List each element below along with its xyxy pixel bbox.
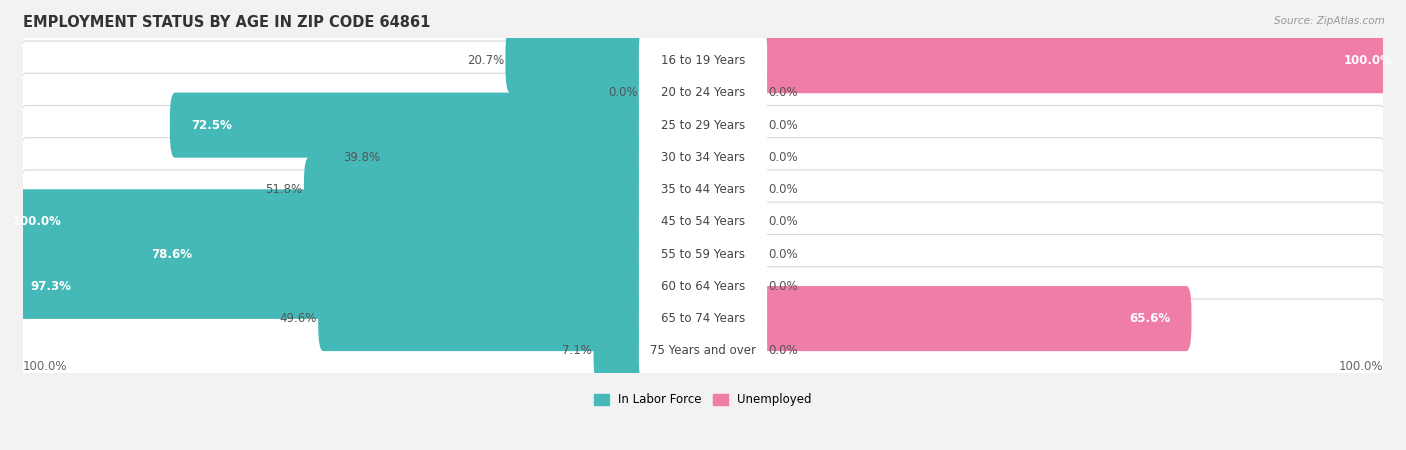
Text: 35 to 44 Years: 35 to 44 Years (661, 183, 745, 196)
Text: 0.0%: 0.0% (768, 248, 797, 261)
Text: 30 to 34 Years: 30 to 34 Years (661, 151, 745, 164)
FancyBboxPatch shape (18, 41, 1388, 145)
Text: 20.7%: 20.7% (467, 54, 505, 67)
FancyBboxPatch shape (18, 202, 1388, 306)
FancyBboxPatch shape (18, 234, 1388, 338)
FancyBboxPatch shape (18, 299, 1388, 403)
FancyBboxPatch shape (170, 93, 650, 158)
FancyBboxPatch shape (131, 221, 650, 287)
FancyBboxPatch shape (638, 249, 768, 324)
FancyBboxPatch shape (0, 189, 650, 254)
Text: 16 to 19 Years: 16 to 19 Years (661, 54, 745, 67)
FancyBboxPatch shape (638, 153, 768, 227)
Text: 0.0%: 0.0% (768, 119, 797, 132)
Legend: In Labor Force, Unemployed: In Labor Force, Unemployed (589, 389, 817, 411)
FancyBboxPatch shape (18, 105, 1388, 209)
FancyBboxPatch shape (638, 282, 768, 356)
FancyBboxPatch shape (756, 286, 1191, 351)
Text: 60 to 64 Years: 60 to 64 Years (661, 280, 745, 293)
Text: 0.0%: 0.0% (768, 280, 797, 293)
FancyBboxPatch shape (318, 286, 650, 351)
Text: 72.5%: 72.5% (191, 119, 232, 132)
FancyBboxPatch shape (638, 23, 768, 98)
Text: 0.0%: 0.0% (768, 183, 797, 196)
FancyBboxPatch shape (18, 9, 1388, 112)
Text: 0.0%: 0.0% (768, 86, 797, 99)
Text: EMPLOYMENT STATUS BY AGE IN ZIP CODE 64861: EMPLOYMENT STATUS BY AGE IN ZIP CODE 648… (22, 15, 430, 30)
FancyBboxPatch shape (638, 217, 768, 291)
Text: 100.0%: 100.0% (1344, 54, 1393, 67)
FancyBboxPatch shape (505, 28, 650, 93)
Text: Source: ZipAtlas.com: Source: ZipAtlas.com (1274, 16, 1385, 26)
Text: 39.8%: 39.8% (343, 151, 381, 164)
FancyBboxPatch shape (638, 56, 768, 130)
Text: 65 to 74 Years: 65 to 74 Years (661, 312, 745, 325)
FancyBboxPatch shape (638, 88, 768, 162)
Text: 0.0%: 0.0% (609, 86, 638, 99)
Text: 100.0%: 100.0% (13, 216, 62, 228)
Text: 0.0%: 0.0% (768, 344, 797, 357)
Text: 97.3%: 97.3% (31, 280, 72, 293)
FancyBboxPatch shape (18, 73, 1388, 177)
Text: 49.6%: 49.6% (280, 312, 316, 325)
FancyBboxPatch shape (381, 125, 650, 190)
FancyBboxPatch shape (10, 254, 650, 319)
Text: 25 to 29 Years: 25 to 29 Years (661, 119, 745, 132)
FancyBboxPatch shape (638, 120, 768, 194)
Text: 0.0%: 0.0% (768, 151, 797, 164)
FancyBboxPatch shape (593, 318, 650, 383)
Text: 75 Years and over: 75 Years and over (650, 344, 756, 357)
Text: 51.8%: 51.8% (266, 183, 302, 196)
Text: 7.1%: 7.1% (562, 344, 592, 357)
Text: 100.0%: 100.0% (22, 360, 67, 373)
FancyBboxPatch shape (18, 170, 1388, 274)
FancyBboxPatch shape (638, 185, 768, 259)
FancyBboxPatch shape (18, 267, 1388, 370)
FancyBboxPatch shape (638, 314, 768, 388)
FancyBboxPatch shape (18, 138, 1388, 242)
FancyBboxPatch shape (304, 157, 650, 222)
Text: 65.6%: 65.6% (1129, 312, 1170, 325)
Text: 78.6%: 78.6% (152, 248, 193, 261)
Text: 0.0%: 0.0% (768, 216, 797, 228)
FancyBboxPatch shape (756, 28, 1406, 93)
Text: 45 to 54 Years: 45 to 54 Years (661, 216, 745, 228)
Text: 100.0%: 100.0% (1339, 360, 1384, 373)
Text: 55 to 59 Years: 55 to 59 Years (661, 248, 745, 261)
Text: 20 to 24 Years: 20 to 24 Years (661, 86, 745, 99)
